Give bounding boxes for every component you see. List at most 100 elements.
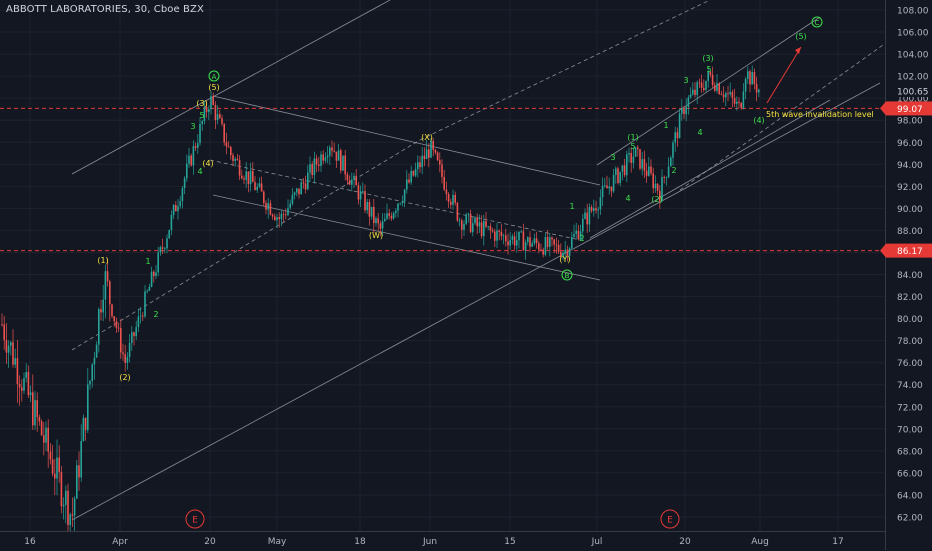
candle-body (269, 203, 272, 215)
candle-body (342, 155, 344, 171)
channel-line (212, 194, 601, 281)
candle-body (333, 150, 335, 152)
candle-body (373, 206, 375, 224)
candle-body (738, 101, 740, 103)
candle-body (744, 79, 747, 92)
horizontal-levels (0, 107, 885, 252)
candle-body (579, 231, 582, 240)
candle-body (445, 189, 448, 195)
candle-body (408, 179, 410, 183)
candle-body (205, 106, 208, 113)
candle-body (29, 392, 32, 396)
symbol-title: ABBOTT LABORATORIES, 30, Cboe BZX (6, 4, 204, 15)
wave-label-p2: (2) (651, 195, 662, 204)
wave-label-g5: 5 (199, 111, 204, 120)
time-axis[interactable] (0, 531, 885, 551)
invalidation-annotation: 5th wave invalidation level (766, 110, 874, 119)
candle-body (150, 271, 153, 287)
candle-body (285, 214, 287, 216)
candle-body (241, 175, 243, 179)
candle-body (747, 71, 749, 80)
candle-body (758, 89, 760, 93)
candle-body (403, 189, 406, 202)
earnings-marker-ring[interactable] (660, 509, 680, 529)
candle-body (474, 217, 476, 224)
candles (1, 65, 760, 545)
candle-body (131, 332, 133, 343)
earnings-marker-ring[interactable] (185, 509, 205, 529)
candle-body (619, 171, 621, 184)
candle-body (318, 164, 320, 166)
candle-body (483, 220, 485, 237)
wave-label-A-ring (208, 70, 220, 82)
candle-body (3, 324, 5, 341)
candle-body (423, 155, 426, 160)
candle-body (406, 179, 408, 190)
candle-body (595, 208, 597, 211)
candle-body (188, 155, 190, 164)
candle-body (364, 191, 366, 211)
candle-body (518, 231, 520, 241)
candle-body (447, 194, 450, 202)
candle-body (465, 214, 467, 224)
candle-body (84, 417, 87, 431)
candle-body (564, 249, 566, 253)
candle-body (43, 435, 45, 443)
candle-body (443, 176, 445, 190)
candle-body (678, 113, 681, 139)
candle-body (91, 364, 93, 381)
wave-label-C-ring (811, 16, 823, 28)
candle-body (615, 168, 617, 175)
candle-body (12, 342, 14, 365)
candle-body (179, 201, 181, 207)
candle-body (5, 340, 8, 353)
candle-body (260, 183, 263, 192)
earnings-marker[interactable]: E (192, 516, 198, 526)
price-axis[interactable] (885, 0, 932, 550)
candle-body (555, 244, 558, 246)
candle-body (366, 202, 368, 211)
candle-body (313, 158, 316, 175)
candle-body (232, 155, 234, 161)
candle-body (667, 166, 670, 177)
candle-body (120, 327, 122, 353)
candle-body (14, 358, 16, 365)
earnings-marker[interactable]: E (667, 516, 673, 526)
wave-label-g1b: 1 (569, 202, 574, 211)
candle-body (221, 118, 223, 124)
candle-body (584, 212, 586, 219)
candle-body (509, 240, 511, 246)
candle-body (32, 392, 34, 426)
candle-body (340, 150, 342, 171)
candle-body (263, 191, 265, 203)
candle-body (219, 114, 221, 119)
candle-body (302, 182, 305, 184)
candle-body (190, 155, 192, 166)
candle-body (197, 143, 199, 148)
candle-body (329, 147, 331, 156)
candle-body (575, 230, 577, 234)
candle-body (694, 89, 696, 95)
candle-body (516, 240, 518, 246)
candle-body (172, 205, 175, 216)
wave-label-y4: (4) (202, 159, 213, 168)
candle-body (480, 222, 483, 237)
candle-body (47, 427, 49, 452)
candle-body (491, 230, 494, 232)
wave-label-g5c: 5 (706, 65, 711, 74)
candle-body (494, 231, 496, 241)
candle-body (100, 309, 102, 313)
candle-body (265, 202, 267, 210)
candle-body (588, 207, 591, 225)
candle-body (390, 215, 393, 219)
candle-body (727, 93, 729, 95)
candle-body (153, 271, 155, 277)
candle-body (568, 248, 571, 257)
candle-body (69, 514, 71, 526)
candle-body (21, 387, 23, 391)
candle-body (458, 220, 461, 222)
candle-body (648, 166, 650, 176)
candle-body (234, 158, 236, 161)
